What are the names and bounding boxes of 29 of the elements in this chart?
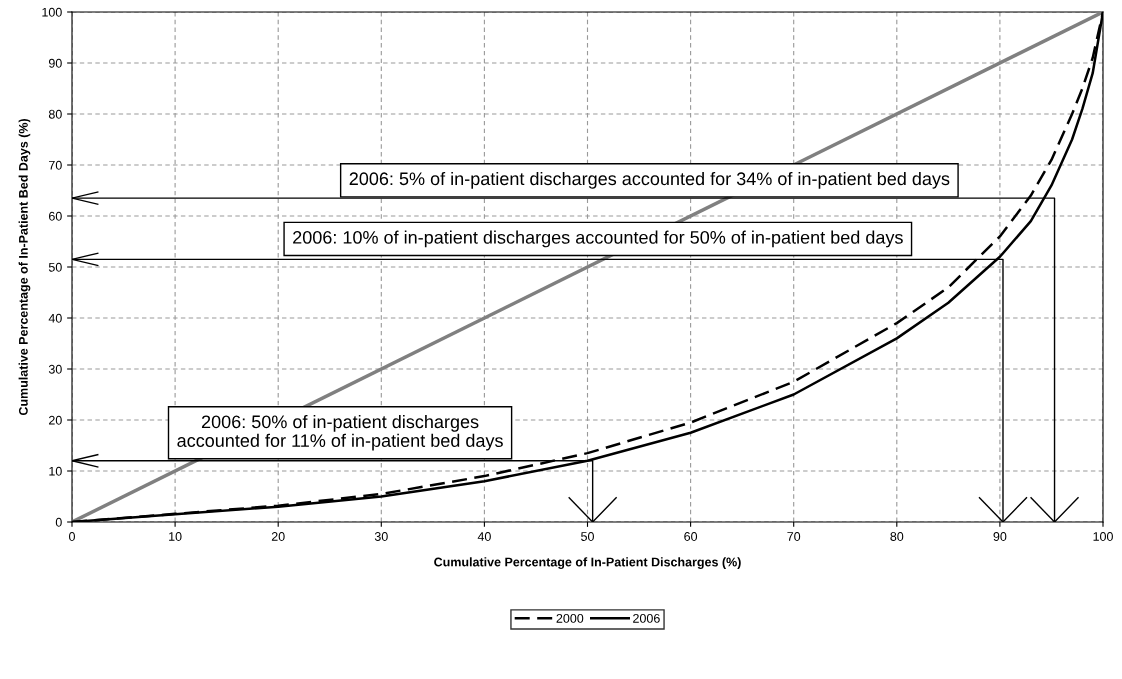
annotation: 2006: 10% of in-patient discharges accounted for 50% of in-patient bed days — [293, 230, 903, 248]
x-tick-label: 90 — [993, 532, 1007, 541]
annotation: 2006: 50% of in-patient discharges accounted for 11% of in-patient bed days — [177, 414, 503, 451]
x-tick-label: 50 — [581, 532, 594, 541]
y-tick-label: 10 — [49, 466, 62, 476]
x-tick-label: 60 — [684, 532, 698, 541]
legend-label: 2000 — [556, 613, 584, 623]
y-tick-label: 0 — [55, 517, 62, 527]
y-tick-label: 30 — [48, 364, 62, 374]
x-tick-label: 80 — [890, 532, 904, 541]
legend-label: 2006 — [633, 613, 660, 623]
x-tick-label: 100 — [1093, 532, 1113, 541]
y-tick-label: 90 — [48, 58, 62, 68]
x-tick-label: 0 — [69, 532, 75, 541]
annotation: 2006: 5% of in-patient discharges accounted for 34% of in-patient bed days — [349, 171, 950, 189]
x-axis-title: Cumulative Percentage of In-Patient Discharges (%) — [434, 557, 741, 569]
x-tick-label: 10 — [169, 532, 182, 541]
y-tick-label: 100 — [42, 7, 62, 17]
x-tick-label: 70 — [787, 532, 801, 541]
x-tick-label: 20 — [271, 532, 285, 541]
y-axis-title: Cumulative Percentage of In-Patient Bed Days (%) — [18, 118, 31, 416]
x-tick-label: 30 — [374, 532, 388, 541]
y-tick-label: 80 — [48, 109, 62, 119]
y-tick-label: 60 — [49, 211, 62, 221]
x-tick-label: 40 — [477, 532, 491, 541]
y-tick-label: 50 — [48, 262, 62, 272]
y-tick-label: 40 — [48, 313, 62, 323]
y-tick-label: 70 — [49, 160, 62, 170]
y-tick-label: 20 — [49, 415, 62, 425]
